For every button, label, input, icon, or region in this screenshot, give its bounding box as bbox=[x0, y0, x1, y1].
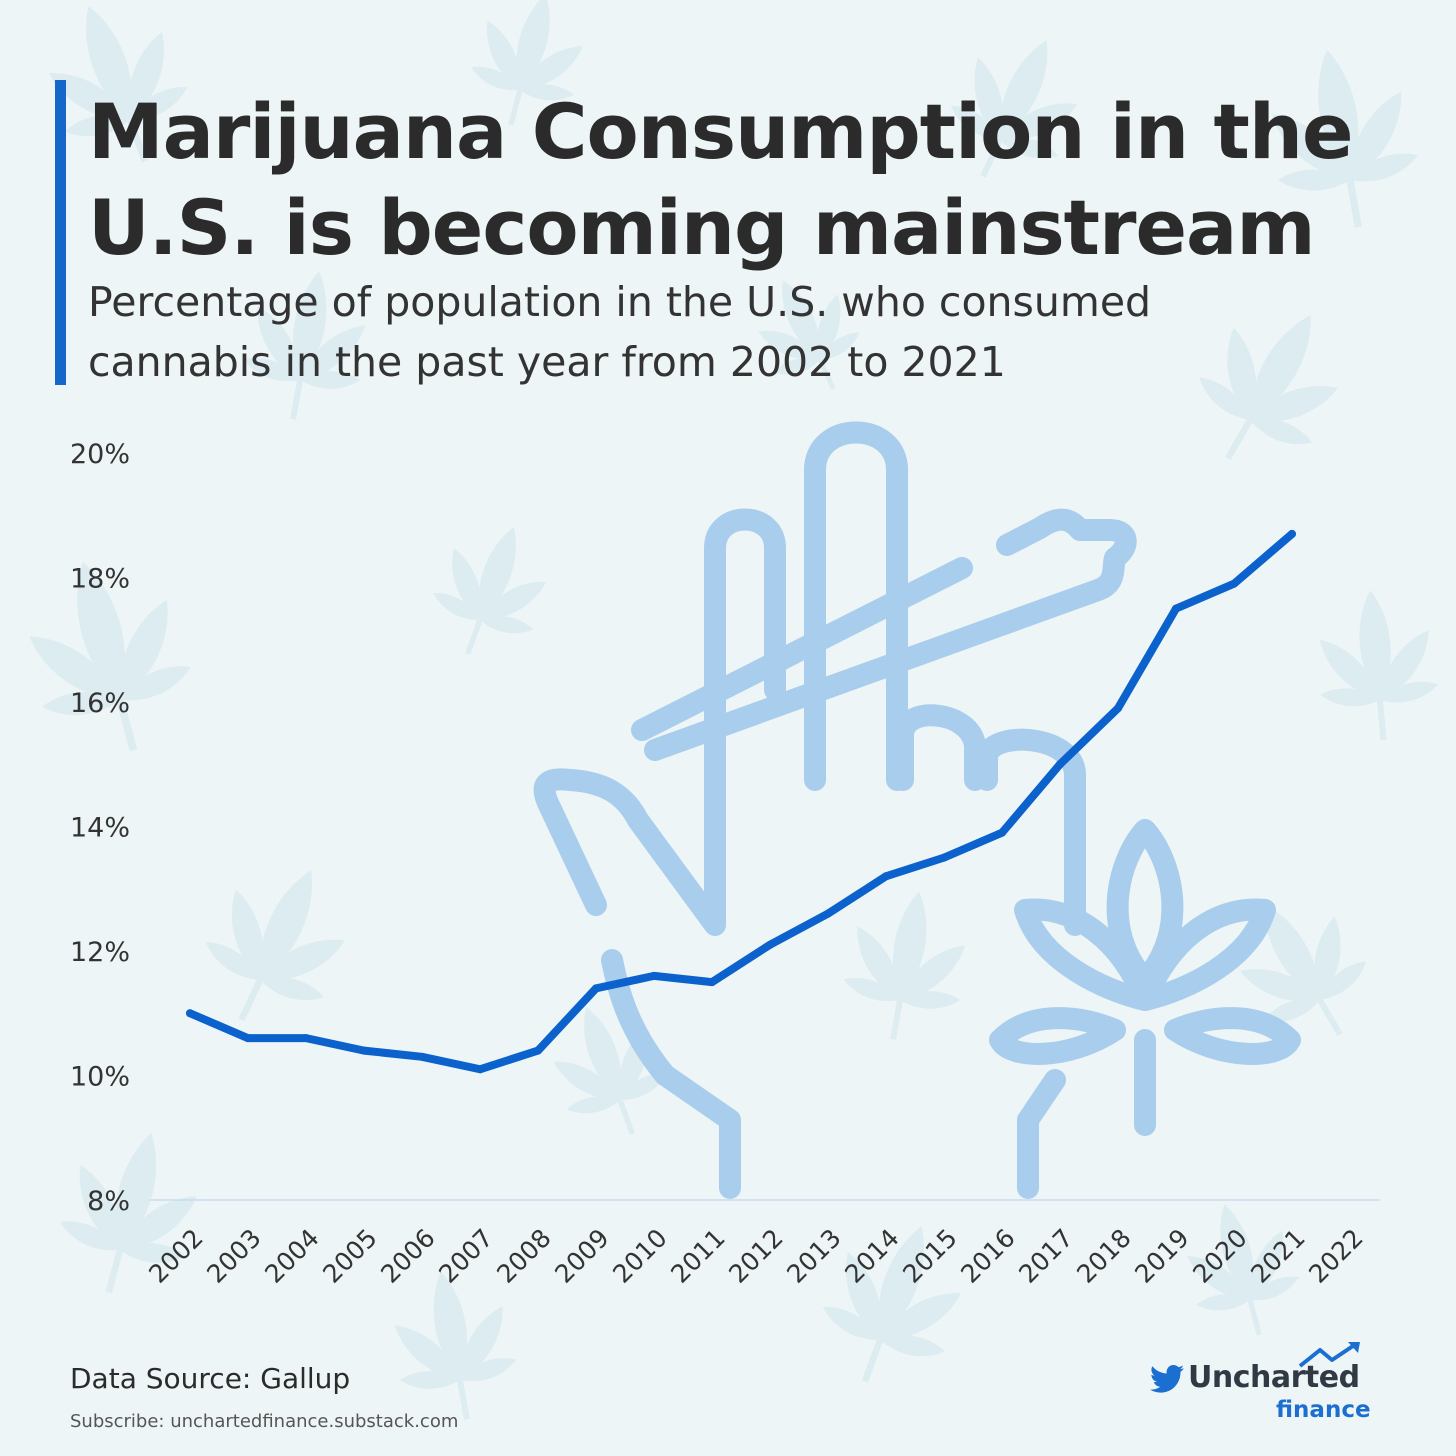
data-point bbox=[418, 1052, 426, 1061]
leaf-pattern-item bbox=[49, 6, 188, 163]
data-point bbox=[186, 1009, 194, 1018]
x-tick-label: 2005 bbox=[317, 1223, 382, 1288]
data-point bbox=[1288, 529, 1296, 538]
series-line bbox=[186, 529, 1296, 1074]
data-point bbox=[302, 1034, 310, 1043]
leaf-pattern-item bbox=[394, 1271, 517, 1420]
data-source: Data Source: Gallup bbox=[70, 1362, 351, 1395]
x-tick-label: 2008 bbox=[491, 1223, 556, 1288]
leaf-pattern-item bbox=[758, 280, 860, 391]
data-point bbox=[766, 940, 774, 949]
y-tick-label: 10% bbox=[70, 1062, 130, 1093]
leaf-pattern-item bbox=[205, 870, 345, 1022]
x-tick-label: 2009 bbox=[549, 1223, 614, 1288]
data-point bbox=[1114, 704, 1122, 713]
x-tick-label: 2013 bbox=[781, 1223, 846, 1288]
x-tick-label: 2016 bbox=[955, 1223, 1020, 1288]
x-tick-label: 2006 bbox=[375, 1223, 440, 1288]
chart-title: Marijuana Consumption in the U.S. is bec… bbox=[88, 87, 1354, 272]
leaf-pattern-item bbox=[822, 1226, 961, 1383]
subscribe-link[interactable]: Subscribe: unchartedfinance.substack.com bbox=[70, 1411, 459, 1432]
x-tick-label: 2018 bbox=[1071, 1223, 1136, 1288]
leaf-pattern-item bbox=[471, 0, 583, 126]
leaf-pattern-item bbox=[950, 40, 1078, 178]
leaf-pattern-item bbox=[1187, 1204, 1299, 1336]
data-point bbox=[1172, 604, 1180, 613]
twitter-bird-icon bbox=[1150, 1364, 1184, 1393]
data-point bbox=[360, 1046, 368, 1055]
x-tick-label: 2022 bbox=[1303, 1223, 1368, 1288]
brand-name: Uncharted bbox=[1188, 1360, 1360, 1395]
y-tick-label: 16% bbox=[70, 688, 130, 719]
x-tick-label: 2014 bbox=[839, 1223, 904, 1288]
data-point bbox=[650, 971, 658, 980]
x-tick-label: 2003 bbox=[201, 1223, 266, 1288]
x-tick-label: 2012 bbox=[723, 1223, 788, 1288]
data-point bbox=[244, 1034, 252, 1043]
leaf-pattern-item bbox=[1271, 50, 1418, 228]
hand-holding-joint-icon bbox=[533, 421, 1137, 1199]
title-accent-bar bbox=[55, 80, 66, 385]
y-tick-label: 14% bbox=[70, 813, 130, 844]
data-point bbox=[592, 984, 600, 993]
x-tick-label: 2017 bbox=[1013, 1223, 1078, 1288]
leaf-pattern-item bbox=[1240, 904, 1366, 1037]
brand-logo[interactable]: Uncharted finance bbox=[1150, 1340, 1380, 1430]
brand-sub: finance bbox=[1276, 1397, 1371, 1423]
x-tick-label: 2004 bbox=[259, 1223, 324, 1288]
chart-subtitle: Percentage of population in the U.S. who… bbox=[88, 278, 1152, 386]
leaf-pattern-item bbox=[60, 1133, 197, 1294]
x-tick-label: 2015 bbox=[897, 1223, 962, 1288]
data-point bbox=[882, 872, 890, 881]
data-point bbox=[708, 978, 716, 987]
data-point bbox=[998, 828, 1006, 837]
series-layer bbox=[186, 529, 1296, 1074]
data-point bbox=[1230, 579, 1238, 588]
leaf-pattern-item bbox=[843, 891, 966, 1040]
y-tick-label: 12% bbox=[70, 937, 130, 968]
data-point bbox=[940, 853, 948, 862]
data-point bbox=[824, 909, 832, 918]
x-tick-label: 2019 bbox=[1129, 1223, 1194, 1288]
x-tick-label: 2002 bbox=[143, 1223, 208, 1288]
x-tick-label: 2011 bbox=[665, 1223, 730, 1288]
x-tick-label: 2020 bbox=[1187, 1223, 1252, 1288]
data-point bbox=[476, 1065, 484, 1074]
trend-arrow-icon bbox=[1298, 1342, 1360, 1368]
leaf-pattern-item bbox=[1319, 590, 1438, 741]
y-tick-label: 20% bbox=[70, 439, 130, 470]
cannabis-leaf-icon bbox=[989, 819, 1301, 1136]
leaf-pattern-item bbox=[433, 526, 547, 655]
y-tick-label: 18% bbox=[70, 564, 130, 595]
y-tick-label: 8% bbox=[87, 1186, 130, 1217]
x-tick-label: 2010 bbox=[607, 1223, 672, 1288]
x-tick-label: 2021 bbox=[1245, 1223, 1310, 1288]
data-point bbox=[1056, 760, 1064, 769]
leaf-pattern-item bbox=[29, 561, 191, 752]
leaf-pattern-item bbox=[1199, 315, 1338, 460]
leaf-pattern-item bbox=[243, 271, 366, 420]
x-tick-label: 2007 bbox=[433, 1223, 498, 1288]
data-point bbox=[534, 1046, 542, 1055]
